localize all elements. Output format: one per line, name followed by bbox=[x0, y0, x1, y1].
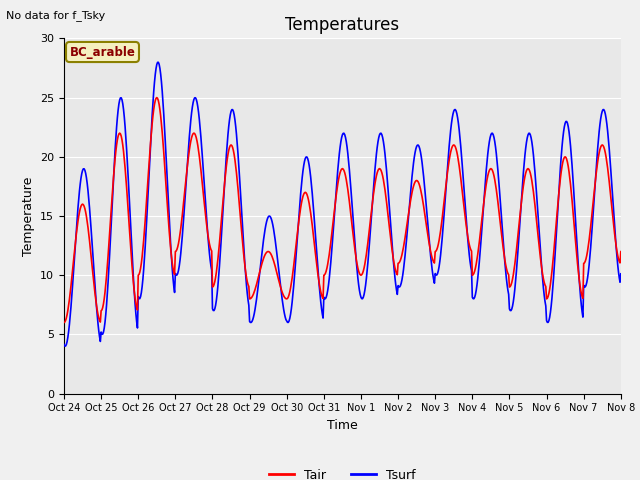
Legend: Tair, Tsurf: Tair, Tsurf bbox=[264, 464, 420, 480]
X-axis label: Time: Time bbox=[327, 419, 358, 432]
Text: No data for f_Tsky: No data for f_Tsky bbox=[6, 10, 106, 21]
Text: BC_arable: BC_arable bbox=[70, 46, 136, 59]
Title: Temperatures: Temperatures bbox=[285, 16, 399, 34]
Y-axis label: Temperature: Temperature bbox=[22, 176, 35, 256]
